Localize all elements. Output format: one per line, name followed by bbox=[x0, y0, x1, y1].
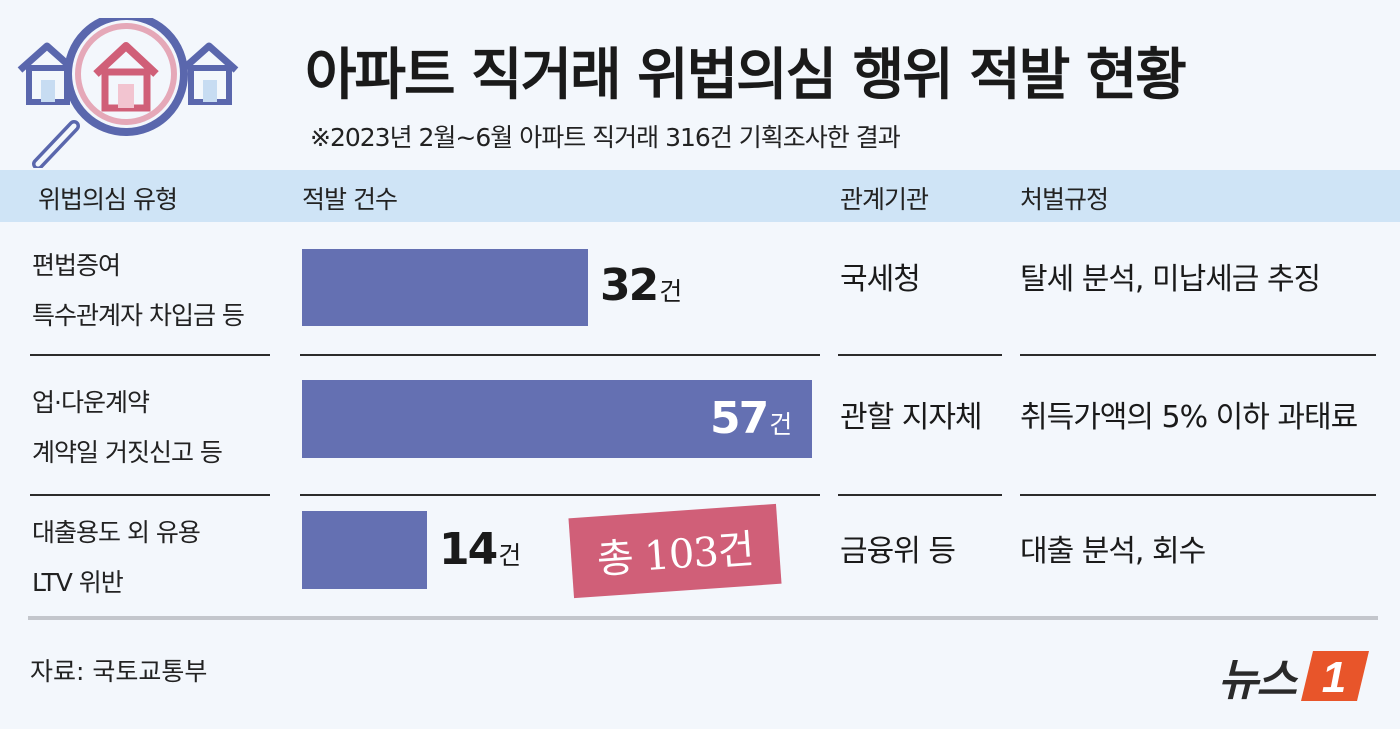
logo-text: 뉴스 bbox=[1218, 655, 1297, 706]
row-divider bbox=[30, 494, 270, 496]
bar-row-2-value: 57건 bbox=[710, 397, 792, 441]
news1-logo: 뉴스 1 bbox=[1218, 644, 1373, 708]
row-2-type-line1: 업·다운계약 bbox=[32, 388, 150, 417]
row-divider bbox=[1020, 354, 1376, 356]
row-divider bbox=[1020, 494, 1376, 496]
row-divider bbox=[300, 354, 820, 356]
total-label: 총 103건 bbox=[595, 526, 756, 584]
row-3-agency: 금융위 등 bbox=[840, 534, 956, 569]
row-3-type-line2: LTV 위반 bbox=[32, 568, 124, 597]
bottom-rule bbox=[28, 616, 1378, 620]
bar-row-1-unit: 건 bbox=[659, 277, 682, 306]
row-1-agency: 국세청 bbox=[840, 262, 921, 297]
bar-row-2 bbox=[302, 380, 812, 458]
logo-mark-icon: 1 bbox=[1300, 651, 1369, 702]
house-icon bbox=[93, 42, 159, 112]
row-1-type-line1: 편법증여 bbox=[32, 251, 121, 280]
row-divider bbox=[838, 494, 1002, 496]
house-icon bbox=[179, 42, 239, 105]
source-note: 자료: 국토교통부 bbox=[30, 657, 208, 686]
row-3-type-line1: 대출용도 외 유용 bbox=[32, 518, 201, 547]
header-count: 적발 건수 bbox=[302, 185, 398, 214]
bar-row-3 bbox=[302, 511, 427, 589]
row-3-penalty: 대출 분석, 회수 bbox=[1020, 534, 1206, 569]
bar-row-2-unit: 건 bbox=[769, 410, 792, 439]
bar-row-1 bbox=[302, 249, 588, 326]
bar-row-3-number: 14 bbox=[439, 524, 498, 575]
column-header-band bbox=[0, 170, 1400, 222]
row-2-agency: 관할 지자체 bbox=[840, 400, 983, 435]
row-2-penalty: 취득가액의 5% 이하 과태료 bbox=[1020, 400, 1358, 435]
houses-magnifier-illustration bbox=[17, 18, 239, 168]
bar-row-3-unit: 건 bbox=[498, 541, 521, 570]
bar-row-1-value: 32건 bbox=[600, 264, 682, 308]
header-type: 위법의심 유형 bbox=[38, 185, 178, 214]
bar-row-3-value: 14건 bbox=[439, 528, 521, 572]
row-divider bbox=[838, 354, 1002, 356]
bar-row-1-number: 32 bbox=[600, 260, 659, 311]
total-stamp: 총 103건 bbox=[568, 503, 782, 599]
page-subtitle: ※2023년 2월~6월 아파트 직거래 316건 기획조사한 결과 bbox=[310, 123, 901, 152]
header-penalty: 처벌규정 bbox=[1020, 185, 1109, 214]
header-agency: 관계기관 bbox=[840, 185, 929, 214]
row-divider bbox=[30, 354, 270, 356]
page-title: 아파트 직거래 위법의심 행위 적발 현황 bbox=[305, 43, 1187, 108]
row-1-type-line2: 특수관계자 차입금 등 bbox=[32, 301, 245, 330]
logo-mark-text: 1 bbox=[1322, 653, 1346, 702]
row-divider bbox=[300, 494, 820, 496]
bar-row-2-number: 57 bbox=[710, 393, 769, 444]
row-1-penalty: 탈세 분석, 미납세금 추징 bbox=[1020, 262, 1321, 297]
row-2-type-line2: 계약일 거짓신고 등 bbox=[32, 438, 223, 467]
